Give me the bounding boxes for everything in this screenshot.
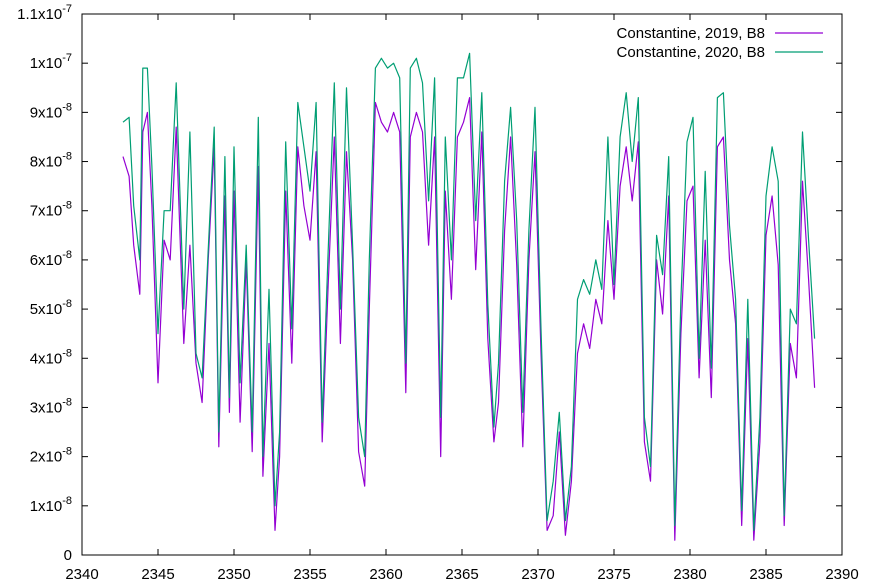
y-tick-mantissa: 5x10 <box>30 301 63 318</box>
x-tick-label: 2365 <box>445 566 478 583</box>
y-tick-mantissa: 1x10 <box>30 498 63 515</box>
y-tick-label: 5x10-8 <box>30 298 72 318</box>
y-tick-exponent: -8 <box>62 151 72 163</box>
y-tick-exponent: -8 <box>62 347 72 359</box>
x-tick-label: 2350 <box>217 566 250 583</box>
y-tick-label: 1.1x10-7 <box>17 3 72 23</box>
y-tick-label: 1x10-8 <box>30 495 72 515</box>
y-tick-label: 9x10-8 <box>30 101 72 121</box>
y-tick-label: 8x10-8 <box>30 151 72 171</box>
x-tick-label: 2370 <box>521 566 554 583</box>
y-tick-mantissa: 4x10 <box>30 350 63 367</box>
plot-frame <box>81 13 843 556</box>
y-tick-label: 1x10-7 <box>30 52 72 72</box>
y-tick-exponent: -8 <box>62 249 72 261</box>
y-tick-mantissa: 8x10 <box>30 154 63 171</box>
y-tick-exponent: -8 <box>62 298 72 310</box>
y-tick-exponent: -8 <box>62 101 72 113</box>
y-tick-exponent: -8 <box>62 396 72 408</box>
x-tick-label: 2355 <box>293 566 326 583</box>
y-tick-mantissa: 7x10 <box>30 203 63 220</box>
y-tick-label: 7x10-8 <box>30 200 72 220</box>
x-tick-label: 2360 <box>369 566 402 583</box>
y-tick-exponent: -7 <box>62 3 72 15</box>
x-tick-label: 2380 <box>673 566 706 583</box>
series-line-2 <box>122 52 816 532</box>
y-tick-mantissa: 0 <box>64 547 72 564</box>
y-tick-mantissa: 3x10 <box>30 399 63 416</box>
y-tick-label: 2x10-8 <box>30 446 72 466</box>
x-tick-label: 2340 <box>65 566 98 583</box>
y-tick-exponent: -8 <box>62 200 72 212</box>
y-tick-exponent: -8 <box>62 495 72 507</box>
series-line-1 <box>122 96 816 541</box>
y-tick-label: 3x10-8 <box>30 396 72 416</box>
axes: 2340 2345 2350 2355 2360 2365 2370 2375 2380 2385… <box>17 3 859 583</box>
y-tick-label: 4x10-8 <box>30 347 72 367</box>
y-tick-mantissa: 2x10 <box>30 449 63 466</box>
x-tick-label: 2375 <box>597 566 630 583</box>
legend-label-2: Constantine, 2020, B8 <box>617 44 765 61</box>
y-tick-label: 0 <box>64 547 72 564</box>
y-tick-mantissa: 9x10 <box>30 104 63 121</box>
y-tick-mantissa: 6x10 <box>30 252 63 269</box>
y-tick-exponent: -8 <box>62 446 72 458</box>
y-tick-mantissa: 1x10 <box>30 55 63 72</box>
legend-label-1: Constantine, 2019, B8 <box>617 25 765 42</box>
x-tick-label: 2345 <box>141 566 174 583</box>
series-layer <box>122 52 816 541</box>
legend: Constantine, 2019, B8 Constantine, 2020, … <box>617 25 823 61</box>
x-tick-label: 2390 <box>825 566 858 583</box>
x-tick-label: 2385 <box>749 566 782 583</box>
y-tick-exponent: -7 <box>62 52 72 64</box>
y-tick-mantissa: 1.1x10 <box>17 6 62 23</box>
y-tick-label: 6x10-8 <box>30 249 72 269</box>
